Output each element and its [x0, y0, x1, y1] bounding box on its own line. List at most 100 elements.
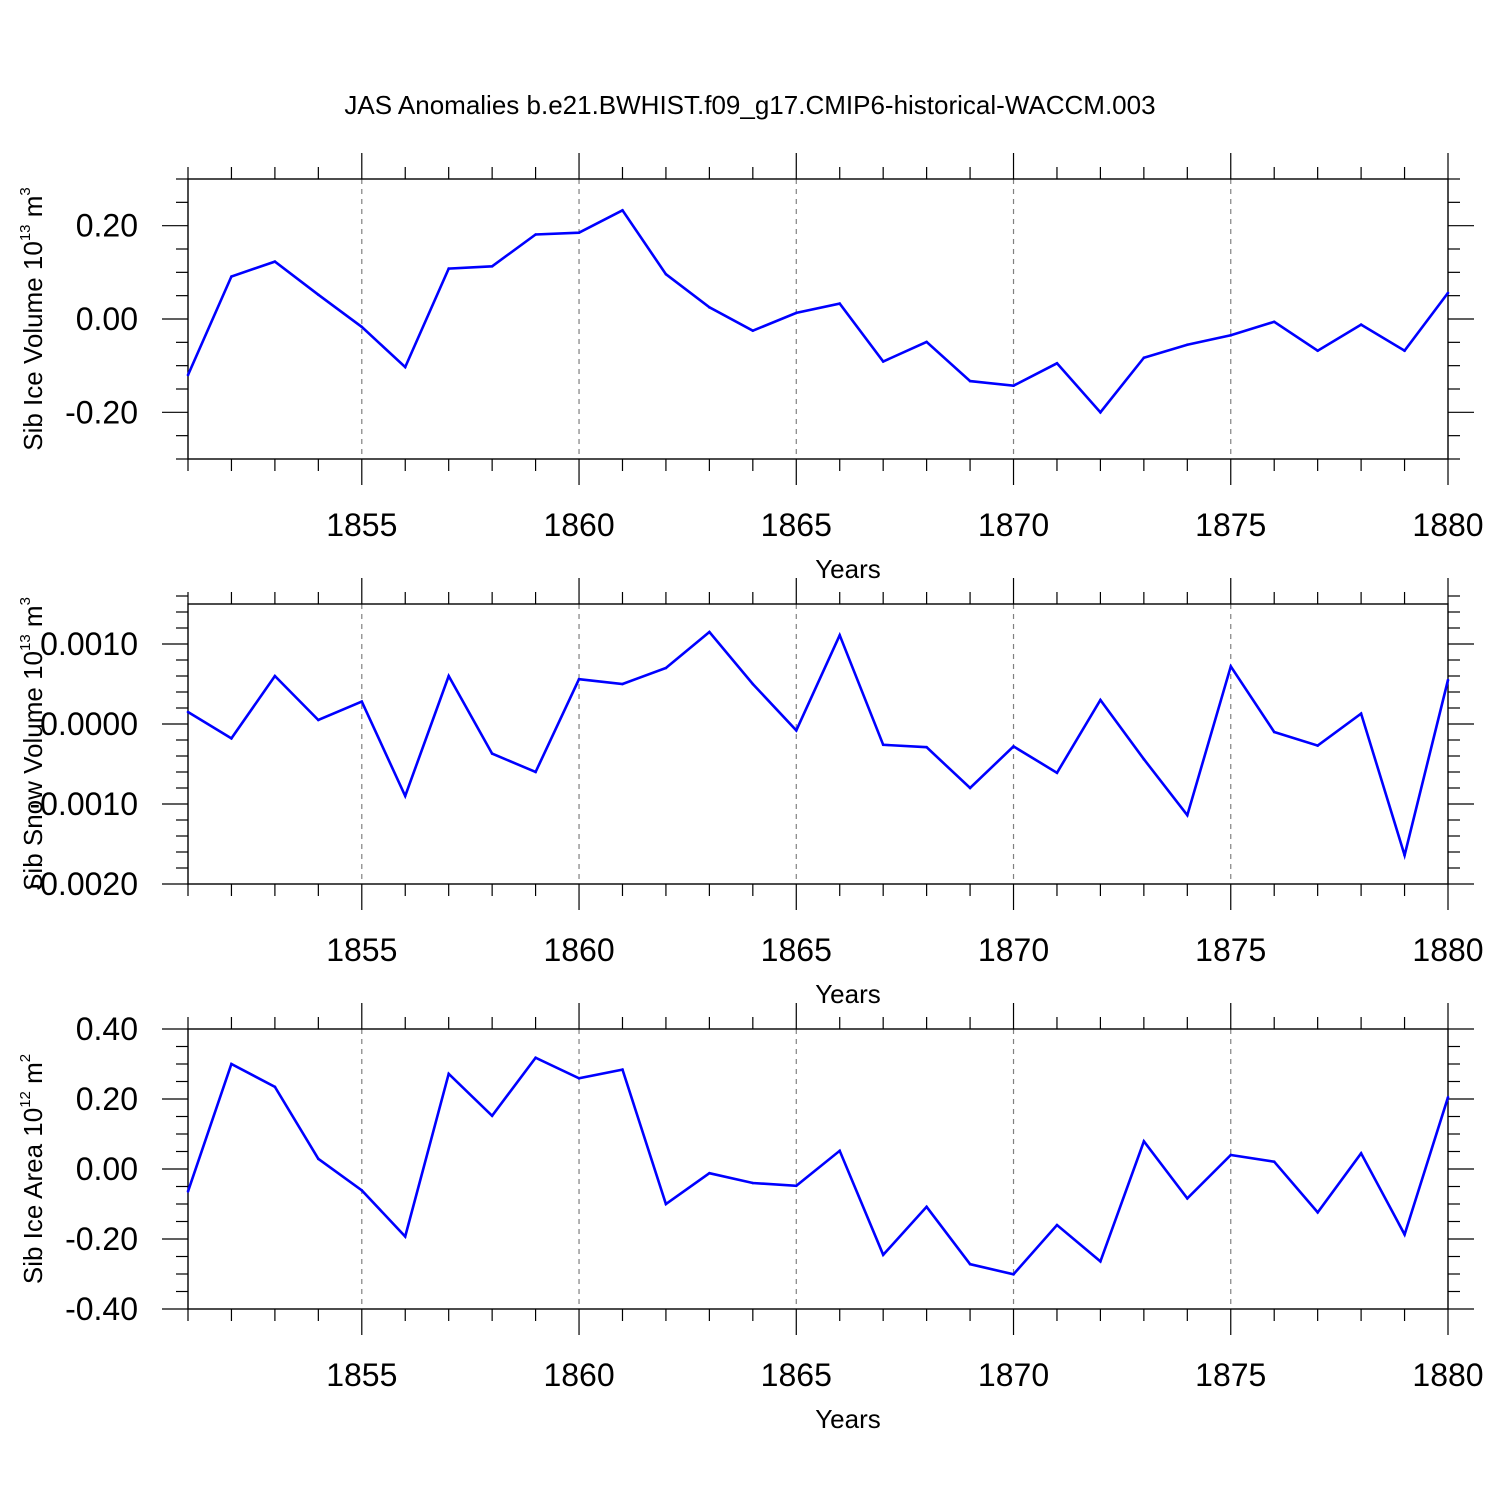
x-tick-label: 1875	[1195, 1357, 1266, 1393]
y-tick-label: 0.20	[76, 1081, 138, 1117]
y-axis-label-exponent: 13	[17, 224, 34, 241]
data-point	[794, 729, 798, 732]
data-point	[925, 745, 928, 749]
data-point	[577, 1077, 581, 1080]
data-point	[708, 306, 711, 309]
y-axis-label-exponent: 13	[17, 634, 34, 651]
data-point	[1229, 665, 1233, 668]
data-point	[968, 379, 972, 383]
x-tick-label: 1870	[978, 932, 1049, 968]
data-point	[490, 752, 494, 755]
x-tick-label: 1875	[1195, 507, 1266, 543]
data-point	[1359, 712, 1363, 715]
panel-3: 1855 1860 1865 1870 1875 1880 Years -0.40 -0.20 0…	[17, 1003, 1484, 1434]
y-axis-label-unit: m	[18, 1062, 48, 1091]
data-point	[621, 682, 624, 686]
data-point	[577, 231, 581, 234]
y-axis-label: Sib Snow Volume 1013 m3	[17, 597, 48, 891]
x-tick-label: 1865	[761, 507, 832, 543]
x-axis-label: Years	[815, 979, 881, 1009]
y-axis-label-unit: m	[18, 605, 48, 634]
data-point	[490, 264, 494, 268]
x-tick-label: 1870	[978, 507, 1049, 543]
data-point	[1186, 343, 1189, 346]
data-point	[534, 1056, 537, 1059]
data-point	[621, 208, 624, 212]
y-tick-label: -0.0020	[29, 866, 138, 902]
data-point	[1055, 1223, 1059, 1227]
data-point	[838, 1149, 842, 1153]
data-point	[273, 1085, 277, 1089]
x-tick-label: 1860	[543, 507, 614, 543]
data-point	[534, 770, 537, 774]
plot-frame	[187, 603, 1449, 885]
data-point	[751, 1181, 755, 1185]
x-tick-label: 1875	[1195, 932, 1266, 968]
data-point	[1055, 362, 1059, 365]
data-point	[708, 630, 711, 634]
x-tick-label: 1855	[326, 932, 397, 968]
data-point	[794, 1184, 798, 1188]
data-point	[708, 1171, 711, 1175]
y-axis-label-unit-exponent: 3	[17, 187, 34, 195]
data-point	[881, 743, 885, 747]
data-point	[230, 1062, 233, 1066]
data-point	[1012, 745, 1015, 748]
data-point	[1403, 853, 1406, 857]
data-point	[186, 710, 190, 714]
data-point	[1446, 291, 1450, 295]
data-point	[230, 275, 233, 278]
y-axis-label: Sib Ice Volume 1013 m3	[17, 187, 48, 451]
data-point	[925, 340, 928, 344]
data-point	[1272, 730, 1276, 734]
data-point	[1446, 678, 1450, 682]
data-point	[317, 293, 320, 297]
data-point	[447, 267, 450, 270]
x-tick-label: 1865	[761, 932, 832, 968]
data-point	[1099, 698, 1102, 702]
data-point	[1142, 356, 1146, 360]
data-point	[1186, 813, 1189, 817]
y-axis-label-unit-exponent: 2	[17, 1054, 34, 1062]
data-point	[186, 373, 190, 377]
y-tick-label: 0.0010	[40, 626, 138, 662]
data-point	[273, 674, 277, 678]
data-point	[621, 1068, 624, 1071]
data-point	[1316, 1211, 1319, 1214]
y-tick-label: 0.20	[76, 208, 138, 244]
y-tick-label: 0.00	[76, 1151, 138, 1187]
data-point	[1012, 1273, 1015, 1276]
data-point	[794, 311, 798, 315]
data-point	[577, 677, 581, 681]
data-point	[838, 633, 842, 637]
x-tick-label: 1855	[326, 507, 397, 543]
data-point	[403, 365, 407, 369]
data-point	[1316, 349, 1319, 353]
x-axis-label: Years	[815, 1404, 881, 1434]
data-point	[1186, 1197, 1189, 1200]
x-tick-label: 1860	[543, 1357, 614, 1393]
data-point	[881, 360, 885, 363]
data-point	[925, 1205, 928, 1209]
y-tick-label: -0.20	[65, 1221, 138, 1257]
data-point	[403, 1235, 407, 1238]
data-point	[1272, 1160, 1276, 1163]
x-tick-label: 1870	[978, 1357, 1049, 1393]
y-tick-label: -0.20	[65, 394, 138, 430]
data-point	[1142, 757, 1146, 761]
data-point	[664, 666, 668, 670]
data-point	[360, 325, 364, 329]
data-point	[534, 233, 537, 236]
data-point	[968, 786, 972, 790]
series-line	[186, 1056, 1450, 1276]
data-point	[1316, 744, 1319, 747]
x-axis-label: Years	[815, 554, 881, 584]
y-axis-label-exponent: 12	[17, 1091, 34, 1108]
data-point	[360, 1189, 364, 1192]
y-axis-label: Sib Ice Area 1012 m2	[17, 1054, 48, 1284]
x-tick-label: 1880	[1412, 932, 1483, 968]
y-axis-label-text: Sib Snow Volume 10	[18, 651, 48, 891]
data-point	[664, 272, 668, 276]
data-point	[1272, 320, 1276, 324]
